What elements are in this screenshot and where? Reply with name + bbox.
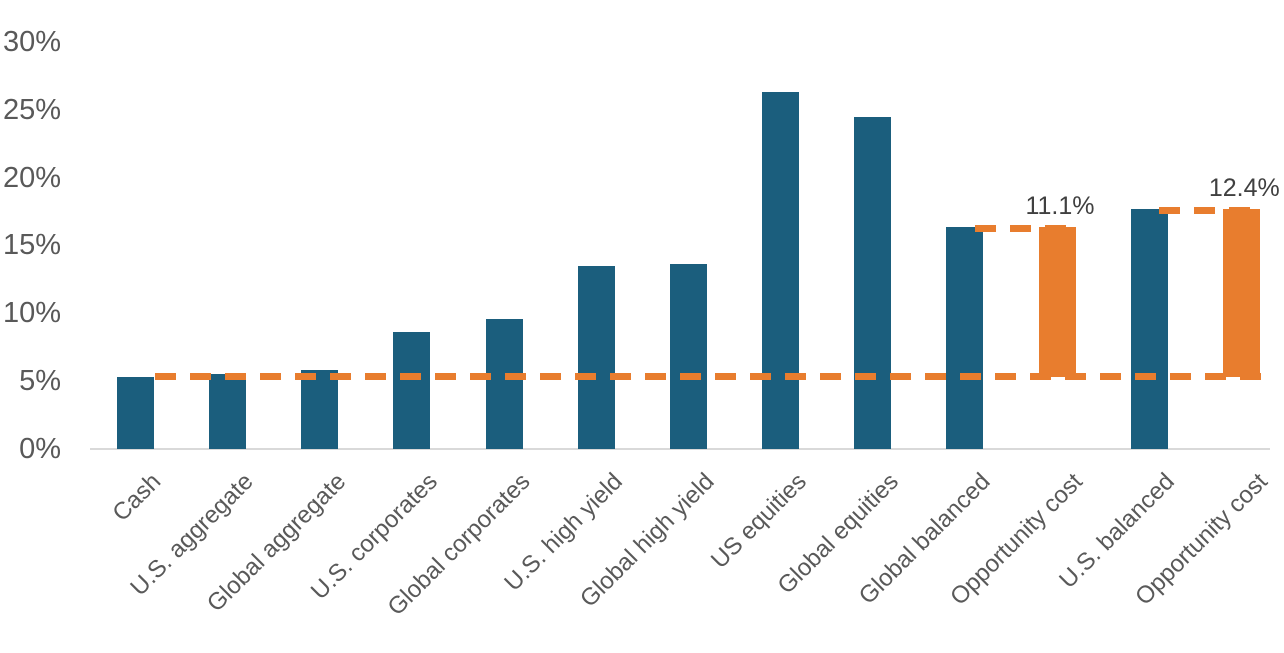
bar-u-s-aggregate-1 — [209, 374, 247, 449]
y-tick-label-10: 10% — [2, 297, 61, 330]
value-label-12-4: 12.4% — [1208, 173, 1280, 202]
bar-us-equities-7 — [762, 92, 800, 449]
y-tick-label-25: 25% — [2, 93, 61, 126]
dashed-connector-opportunity-cost-12 — [1159, 206, 1260, 214]
bar-u-s-high-yield-5 — [577, 265, 615, 449]
bar-opportunity-cost-12 — [1222, 208, 1260, 378]
bar-global-high-yield-6 — [669, 264, 707, 449]
bar-global-equities-8 — [854, 116, 892, 449]
value-label-11-1: 11.1% — [1025, 191, 1095, 220]
y-tick-label-20: 20% — [2, 161, 61, 194]
bar-u-s-balanced-11 — [1130, 208, 1168, 449]
x-category-label-cash-0: Cash — [107, 468, 167, 527]
bar-u-s-corporates-3 — [393, 332, 431, 449]
bar-opportunity-cost-10 — [1038, 226, 1076, 378]
bar-global-balanced-9 — [946, 226, 984, 449]
dashed-connector-opportunity-cost-10 — [974, 224, 1076, 232]
cash-level-dashed-reference-line — [155, 373, 1262, 381]
bar-global-aggregate-2 — [301, 370, 339, 449]
y-tick-label-5: 5% — [19, 365, 61, 398]
bar-global-corporates-4 — [485, 318, 523, 449]
bar-cash-0 — [117, 377, 154, 449]
x-axis-line — [90, 448, 1270, 450]
y-tick-label-0: 0% — [19, 433, 61, 465]
y-tick-label-30: 30% — [2, 25, 61, 58]
y-tick-label-15: 15% — [2, 229, 61, 262]
